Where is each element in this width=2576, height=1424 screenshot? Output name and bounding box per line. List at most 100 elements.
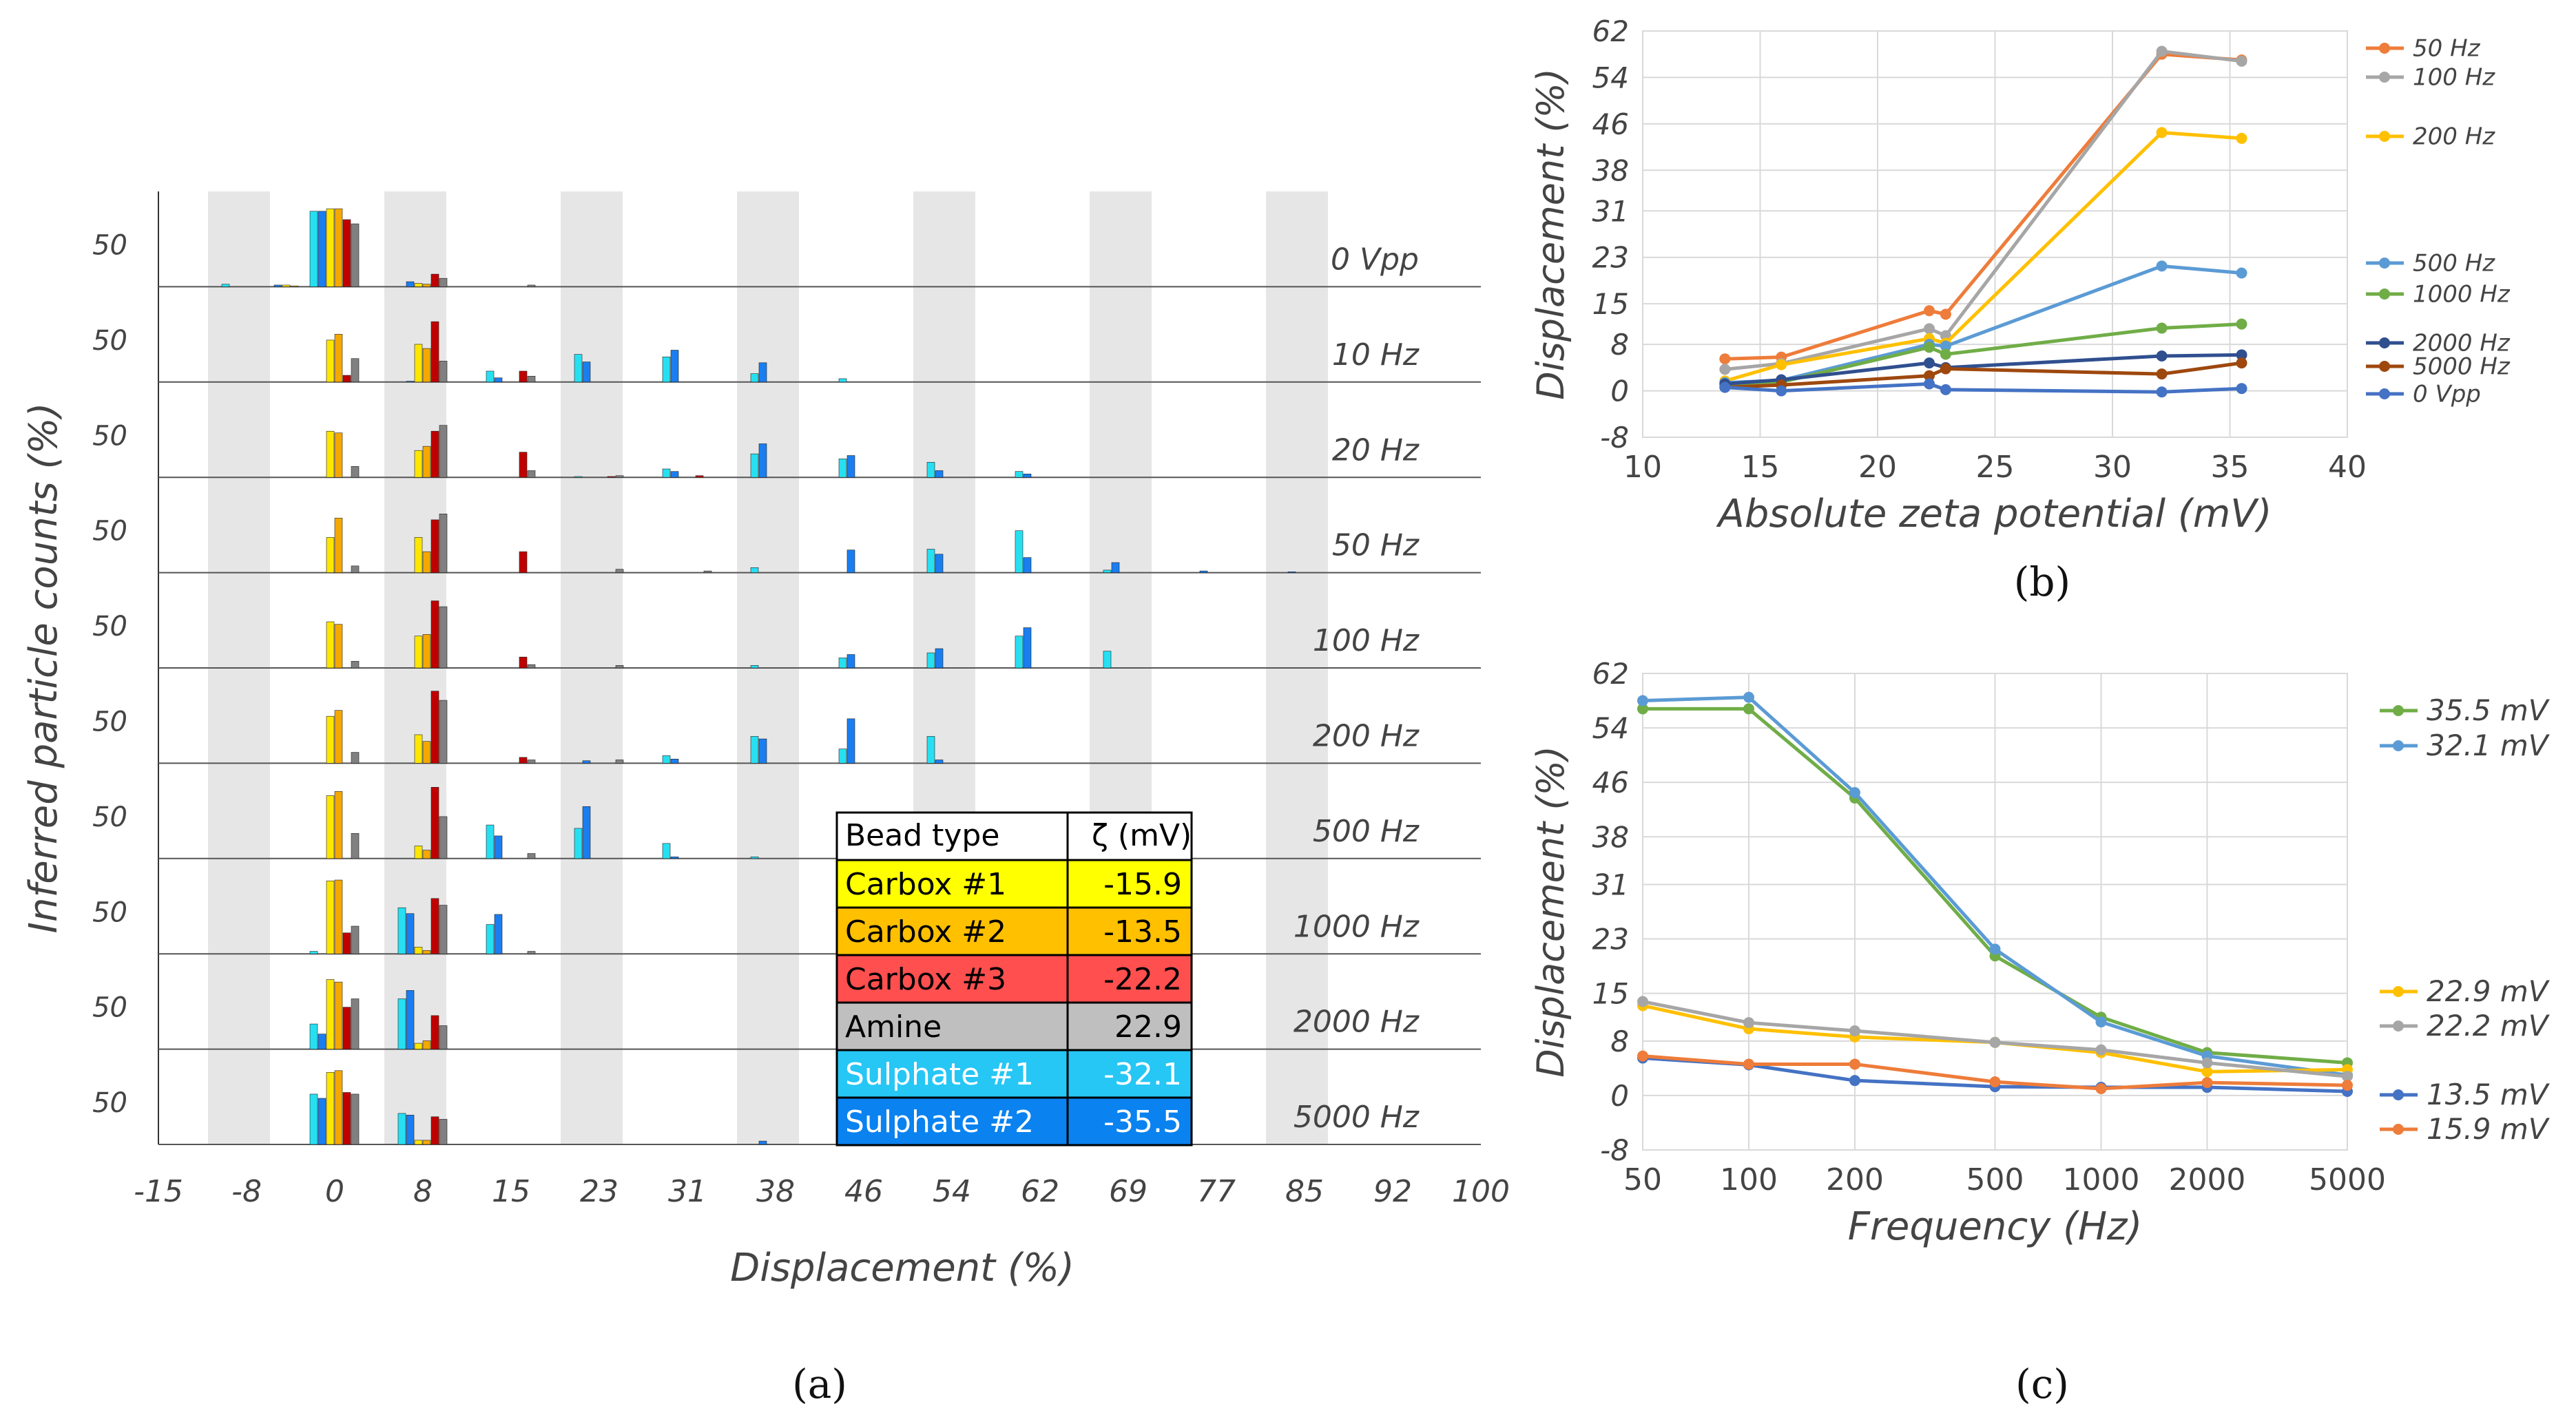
bar-carbox-1	[326, 430, 335, 478]
legend-row-amine	[835, 1001, 1193, 1051]
x-axis-title: Absolute zeta potential (mV)	[1716, 492, 2272, 536]
bar-sulphate-2	[758, 443, 767, 478]
bar-amine	[439, 1119, 448, 1145]
bar-carbox-1	[414, 1043, 423, 1049]
bar-carbox-3	[430, 519, 439, 573]
bar-sulphate-2	[494, 914, 503, 954]
condition-label-100-hz: 100 Hz	[1313, 623, 1420, 658]
bar-sulphate-2	[846, 654, 855, 669]
data-point-22-2-mv	[1989, 1036, 2001, 1048]
y-tick-label: 54	[1592, 61, 1629, 94]
y-tick-label: 50	[92, 802, 127, 833]
condition-label-200-hz: 200 Hz	[1313, 718, 1420, 753]
legend-entry-22-2-mv: 22.2 mV	[2427, 1009, 2551, 1043]
bar-carbox-3	[430, 786, 439, 859]
bar-amine	[439, 700, 448, 764]
y-tick-label: -8	[1600, 1133, 1629, 1167]
x-tick-label: 15	[492, 1174, 530, 1209]
bar-sulphate-2	[758, 1140, 767, 1145]
bar-carbox-1	[326, 979, 335, 1049]
bar-sulphate-1	[574, 354, 583, 383]
legend-zeta-value: -22.2	[1103, 962, 1182, 997]
x-tick-label: 15	[1741, 450, 1780, 485]
bar-carbox-3	[342, 219, 351, 287]
bar-carbox-3	[519, 370, 528, 383]
x-tick-label: 31	[668, 1174, 707, 1209]
y-tick-label: 50	[92, 230, 127, 262]
bar-sulphate-2	[406, 990, 415, 1049]
bar-sulphate-2	[406, 913, 415, 954]
condition-label-10-hz: 10 Hz	[1332, 337, 1420, 373]
bar-amine	[615, 569, 624, 573]
legend-swatch-marker	[2379, 131, 2390, 142]
data-point-50-hz	[1940, 308, 1951, 320]
bar-sulphate-1	[574, 828, 583, 859]
legend-bead-name: Sulphate #2	[845, 1104, 1034, 1140]
data-point-100-hz	[2236, 55, 2247, 67]
bar-sulphate-2	[406, 281, 415, 287]
legend-zeta-value: 22.9	[1114, 1009, 1182, 1045]
data-point-2000-hz	[1924, 357, 1935, 369]
bar-sulphate-2	[582, 362, 591, 383]
data-point-13-5-mv	[1849, 1075, 1860, 1087]
y-tick-label: 50	[92, 897, 127, 928]
series-line-100-hz	[1725, 49, 2242, 371]
x-tick-label: 2000	[2168, 1162, 2245, 1197]
legend-entry-0-vpp: 0 Vpp	[2413, 380, 2481, 408]
bar-carbox-2	[334, 1070, 343, 1145]
bar-sulphate-1	[926, 736, 935, 764]
bar-carbox-3	[519, 551, 528, 573]
x-tick-label: 0	[325, 1174, 344, 1209]
legend-swatch-marker	[2393, 1089, 2404, 1100]
bar-sulphate-2	[846, 718, 855, 764]
y-tick-label: 62	[1592, 657, 1629, 691]
legend-entry-13-5-mv: 13.5 mV	[2427, 1078, 2551, 1111]
data-point-22-2-mv	[1637, 996, 1648, 1007]
data-point-15-9-mv	[2201, 1077, 2213, 1089]
bar-amine	[527, 853, 536, 859]
bar-carbox-1	[326, 208, 335, 287]
y-axis-title: Inferred particle counts (%)	[21, 403, 66, 934]
bar-carbox-3	[430, 430, 439, 478]
bar-amine	[439, 816, 448, 859]
bar-carbox-1	[414, 947, 423, 954]
data-point-22-2-mv	[2095, 1044, 2107, 1056]
bar-sulphate-2	[758, 738, 767, 764]
panel-b-zeta-line-chart: -8 0 8 15 23 31 38 46 54 62 10 15 20 25 30 35 40 Absolute…	[1529, 14, 2511, 536]
data-point-15-9-mv	[1849, 1058, 1860, 1070]
series-line-200-hz	[1724, 130, 2242, 383]
bar-amine	[703, 570, 712, 573]
bar-sulphate-1	[926, 461, 935, 478]
bar-carbox-2	[422, 741, 431, 764]
legend-entry-200-hz: 200 Hz	[2413, 123, 2495, 150]
bar-sulphate-1	[486, 370, 495, 383]
legend-bead-name: Carbox #1	[845, 867, 1006, 902]
y-tick-label: 50	[92, 992, 127, 1024]
bar-carbox-2	[422, 1140, 431, 1145]
bar-carbox-2	[422, 850, 431, 859]
bar-amine	[351, 925, 360, 954]
bar-amine	[439, 606, 448, 669]
bar-carbox-1	[414, 1140, 423, 1145]
legend-bead-name: Amine	[845, 1009, 942, 1045]
y-tick-label: 50	[92, 1087, 127, 1119]
legend-entry-32-1-mv: 32.1 mV	[2427, 729, 2551, 762]
y-tick-label: 23	[1592, 923, 1629, 956]
bar-carbox-1	[326, 1071, 335, 1145]
data-point-2000-hz	[2236, 349, 2247, 361]
bar-amine	[351, 223, 360, 287]
x-tick-label: 35	[2211, 450, 2250, 485]
bar-sulphate-2	[670, 857, 679, 859]
bar-sulphate-1	[1103, 651, 1112, 669]
data-point-5000-hz	[1940, 363, 1951, 375]
bar-sulphate-2	[846, 455, 855, 478]
bar-carbox-1	[414, 537, 423, 573]
bar-sulphate-1	[486, 824, 495, 859]
bar-amine	[439, 905, 448, 954]
x-axis-title: Displacement (%)	[730, 1246, 1074, 1290]
legend-swatch-marker	[2393, 986, 2404, 997]
y-tick-label: 46	[1592, 766, 1629, 799]
y-tick-label: 38	[1592, 820, 1629, 854]
bar-amine	[439, 425, 448, 478]
